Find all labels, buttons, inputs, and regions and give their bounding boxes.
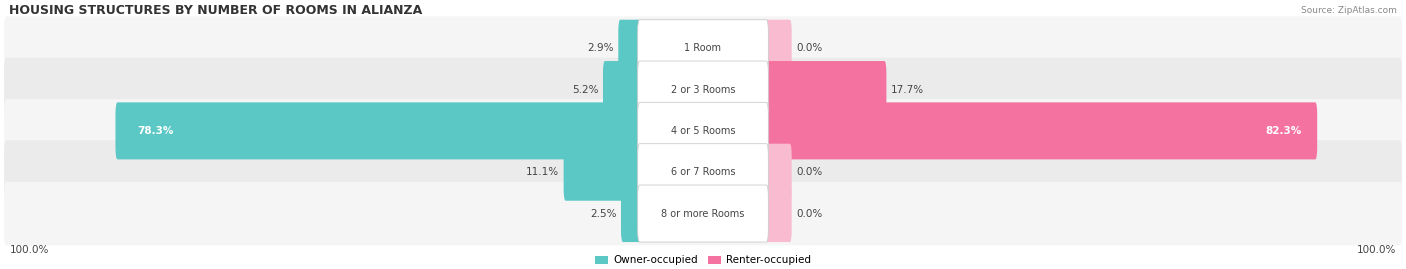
FancyBboxPatch shape [638, 61, 768, 118]
Text: 0.0%: 0.0% [796, 43, 823, 53]
FancyBboxPatch shape [4, 99, 1402, 163]
Text: 0.0%: 0.0% [796, 208, 823, 218]
FancyBboxPatch shape [4, 182, 1402, 245]
Text: 11.1%: 11.1% [526, 167, 560, 177]
Text: 82.3%: 82.3% [1265, 126, 1302, 136]
FancyBboxPatch shape [765, 61, 886, 118]
Text: 2.5%: 2.5% [589, 208, 616, 218]
Text: 17.7%: 17.7% [891, 84, 924, 94]
FancyBboxPatch shape [638, 102, 768, 160]
FancyBboxPatch shape [564, 144, 641, 201]
Text: 78.3%: 78.3% [138, 126, 174, 136]
Text: 2 or 3 Rooms: 2 or 3 Rooms [671, 84, 735, 94]
Text: 8 or more Rooms: 8 or more Rooms [661, 208, 745, 218]
Legend: Owner-occupied, Renter-occupied: Owner-occupied, Renter-occupied [591, 251, 815, 269]
FancyBboxPatch shape [765, 144, 792, 201]
Text: 0.0%: 0.0% [796, 167, 823, 177]
FancyBboxPatch shape [638, 185, 768, 242]
FancyBboxPatch shape [4, 58, 1402, 121]
FancyBboxPatch shape [621, 185, 641, 242]
FancyBboxPatch shape [765, 102, 1317, 160]
Text: 6 or 7 Rooms: 6 or 7 Rooms [671, 167, 735, 177]
FancyBboxPatch shape [619, 20, 641, 77]
Text: 5.2%: 5.2% [572, 84, 599, 94]
Text: 4 or 5 Rooms: 4 or 5 Rooms [671, 126, 735, 136]
Text: 2.9%: 2.9% [588, 43, 613, 53]
FancyBboxPatch shape [765, 20, 792, 77]
Text: Source: ZipAtlas.com: Source: ZipAtlas.com [1301, 6, 1396, 15]
FancyBboxPatch shape [765, 185, 792, 242]
Text: HOUSING STRUCTURES BY NUMBER OF ROOMS IN ALIANZA: HOUSING STRUCTURES BY NUMBER OF ROOMS IN… [10, 4, 423, 17]
Text: 1 Room: 1 Room [685, 43, 721, 53]
Text: 100.0%: 100.0% [10, 245, 49, 255]
FancyBboxPatch shape [115, 102, 641, 160]
FancyBboxPatch shape [638, 20, 768, 77]
FancyBboxPatch shape [4, 16, 1402, 80]
FancyBboxPatch shape [638, 144, 768, 201]
FancyBboxPatch shape [603, 61, 641, 118]
FancyBboxPatch shape [4, 140, 1402, 204]
Text: 100.0%: 100.0% [1357, 245, 1396, 255]
